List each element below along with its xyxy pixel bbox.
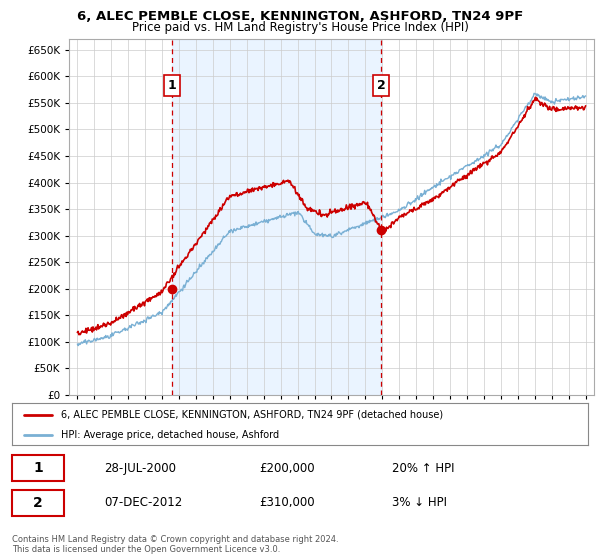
Text: 2: 2 — [377, 79, 385, 92]
Text: 6, ALEC PEMBLE CLOSE, KENNINGTON, ASHFORD, TN24 9PF (detached house): 6, ALEC PEMBLE CLOSE, KENNINGTON, ASHFOR… — [61, 410, 443, 420]
Text: 1: 1 — [33, 461, 43, 475]
Bar — [172, 39, 381, 395]
FancyBboxPatch shape — [12, 490, 64, 516]
Text: £200,000: £200,000 — [260, 461, 316, 475]
Text: £310,000: £310,000 — [260, 496, 316, 510]
Text: Contains HM Land Registry data © Crown copyright and database right 2024.: Contains HM Land Registry data © Crown c… — [12, 535, 338, 544]
Text: 20% ↑ HPI: 20% ↑ HPI — [392, 461, 455, 475]
Text: 6, ALEC PEMBLE CLOSE, KENNINGTON, ASHFORD, TN24 9PF: 6, ALEC PEMBLE CLOSE, KENNINGTON, ASHFOR… — [77, 10, 523, 23]
Text: 3% ↓ HPI: 3% ↓ HPI — [392, 496, 447, 510]
Text: 28-JUL-2000: 28-JUL-2000 — [104, 461, 176, 475]
Text: 1: 1 — [167, 79, 176, 92]
Text: This data is licensed under the Open Government Licence v3.0.: This data is licensed under the Open Gov… — [12, 545, 280, 554]
FancyBboxPatch shape — [12, 455, 64, 481]
Text: Price paid vs. HM Land Registry's House Price Index (HPI): Price paid vs. HM Land Registry's House … — [131, 21, 469, 34]
Text: 07-DEC-2012: 07-DEC-2012 — [104, 496, 182, 510]
Text: HPI: Average price, detached house, Ashford: HPI: Average price, detached house, Ashf… — [61, 430, 279, 440]
Text: 2: 2 — [33, 496, 43, 510]
